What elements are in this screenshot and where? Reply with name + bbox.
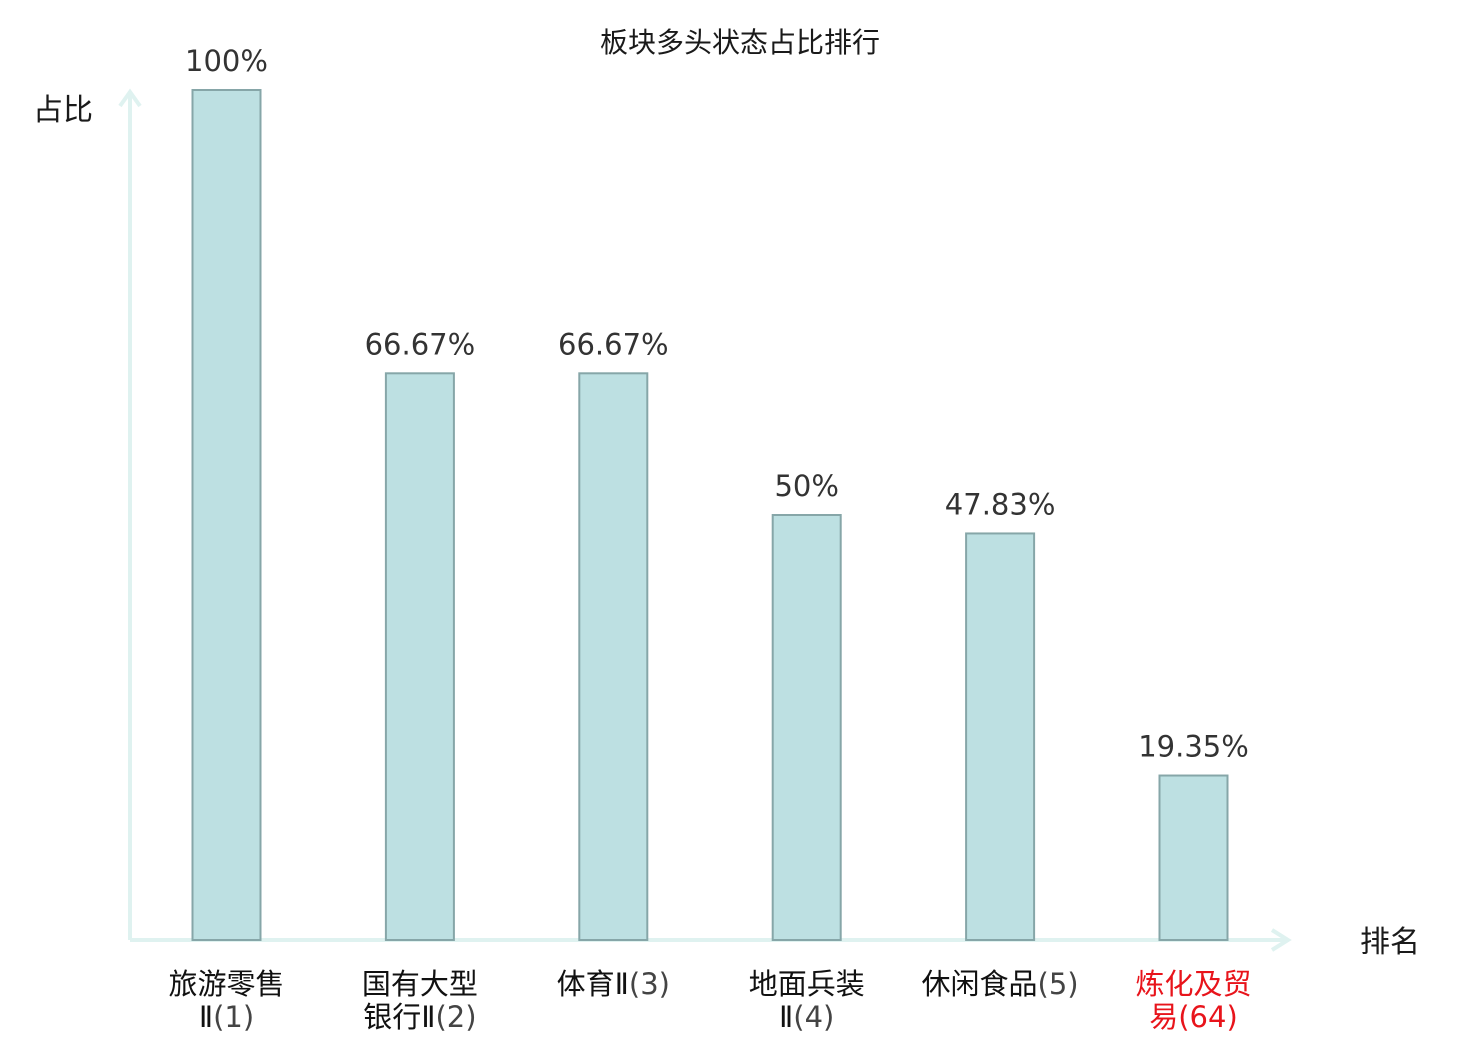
category-label-2-line-1: 国有大型 xyxy=(362,967,478,1001)
bar-4 xyxy=(771,514,842,941)
category-label-3-line-1: 体育Ⅱ(3) xyxy=(557,967,670,1001)
category-label-2-line-2: 银行Ⅱ(2) xyxy=(363,1000,476,1034)
value-label-2: 66.67% xyxy=(365,327,476,361)
category-label-1-line-1: 旅游零售 xyxy=(168,967,284,1001)
chart-title: 板块多头状态占比排行 xyxy=(600,26,880,59)
x-axis-label: 排名 xyxy=(1360,925,1420,960)
value-label-5: 47.83% xyxy=(945,487,1056,521)
value-label-3: 66.67% xyxy=(558,327,669,361)
bar-5 xyxy=(965,532,1036,941)
bar-1 xyxy=(191,89,262,941)
value-labels-group: 100% 66.67% 66.67% 50% 47.83% 19.35% xyxy=(185,44,1249,764)
value-label-4: 50% xyxy=(774,469,838,503)
category-label-5-line-1: 休闲食品(5) xyxy=(922,967,1079,1001)
bar-2 xyxy=(384,372,455,941)
value-label-6: 19.35% xyxy=(1138,730,1249,764)
category-label-4-line-1: 地面兵装 xyxy=(749,967,865,1001)
value-label-1: 100% xyxy=(185,44,268,78)
bar-6 xyxy=(1158,774,1229,942)
y-axis-arrow xyxy=(118,88,142,108)
x-axis-arrow xyxy=(1270,928,1292,952)
y-axis-label: 占比 xyxy=(33,93,93,128)
category-label-6-line-2: 易(64) xyxy=(1149,1000,1238,1034)
bar-3 xyxy=(578,372,649,941)
category-label-4-line-2: Ⅱ(4) xyxy=(779,1000,834,1034)
category-label-6-line-1: 炼化及贸 xyxy=(1135,967,1251,1001)
category-label-1-line-2: Ⅱ(1) xyxy=(199,1000,254,1034)
bars-group xyxy=(191,89,1229,942)
